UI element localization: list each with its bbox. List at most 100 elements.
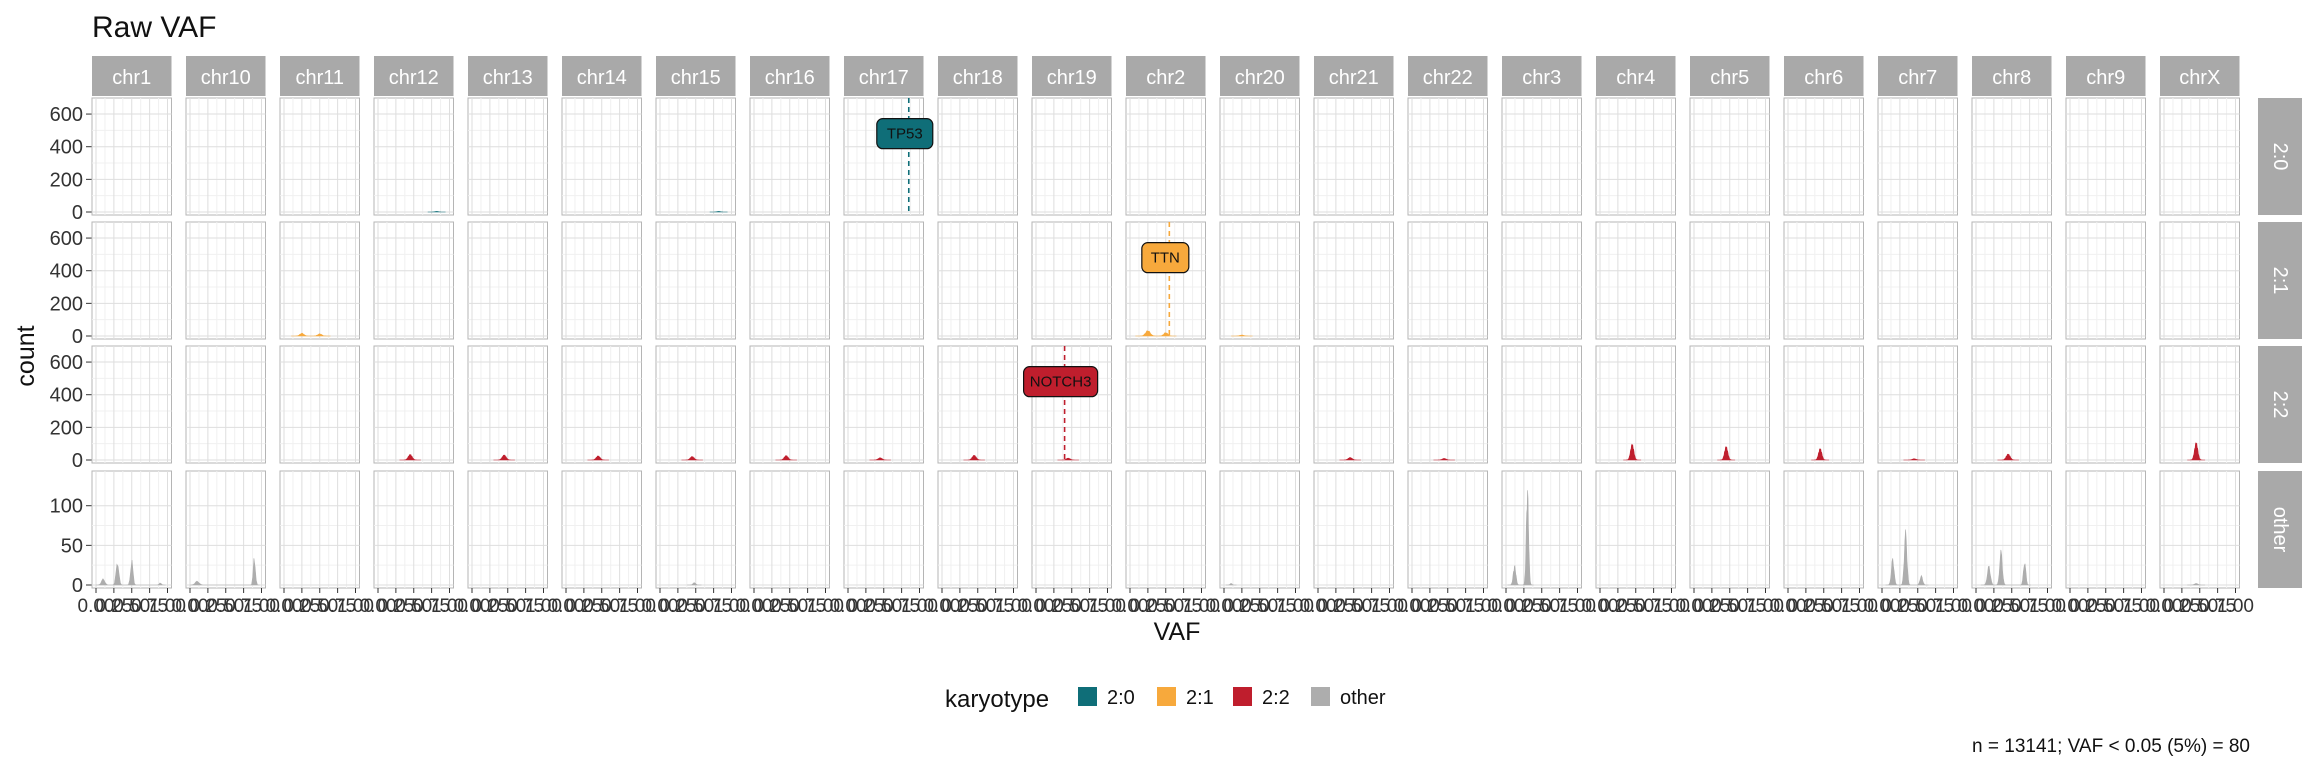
panel-other-chr13 [467,470,548,589]
panel-2:2-chr4 [1595,345,1676,464]
column-strip-label: chr14 [577,67,627,89]
column-strip-label: chr8 [1992,67,2031,89]
y-tick-label: 0 [72,450,83,472]
panel-2:2-chr7 [1877,345,1958,464]
x-tick-label: 0.00 [642,596,679,617]
panel-2:0-chr7 [1877,97,1958,216]
x-tick-label: 1.00 [149,596,186,617]
panel-2:0-chr14 [561,97,642,216]
x-tick-label: 1.00 [995,596,1032,617]
x-tick-label: 0.75 [2105,596,2142,617]
panel-2:2-chr20 [1219,345,1300,464]
y-tick-label: 0 [72,202,83,224]
x-tick-label: 0.50 [301,596,338,617]
y-tick-label: 200 [50,293,83,315]
x-tick-label: 0.00 [1206,596,1243,617]
x-tick-label: 0.25 [1411,596,1448,617]
y-tick-label: 200 [50,169,83,191]
x-tick-label: 0.25 [1505,596,1542,617]
column-strip-chr11 [280,56,360,96]
x-tick-label: 0.00 [2052,596,2089,617]
x-tick-label: 0.00 [548,596,585,617]
x-tick-label: 0.75 [2011,596,2048,617]
x-tick-label: 0.75 [789,596,826,617]
x-tick-label: 0.25 [1599,596,1636,617]
x-tick-label: 1.00 [807,596,844,617]
histogram-2:2-chr6 [1811,448,1830,461]
x-tick-label: 0.00 [736,596,773,617]
x-tick-label: 1.00 [1183,596,1220,617]
x-tick-label: 0.00 [360,596,397,617]
panel-2:1-chr15 [655,221,736,340]
x-tick-label: 0.00 [1488,596,1525,617]
panel-2:2-chr8 [1971,345,2052,464]
panel-2:2-chr5 [1689,345,1770,464]
column-strip-label: chr11 [295,67,344,89]
panel-2:1-chr12 [373,221,454,340]
x-tick-label: 1.00 [619,596,656,617]
x-tick-label: 0.00 [172,596,209,617]
x-tick-label: 0.75 [1165,596,1202,617]
panel-2:2-chr18 [937,345,1018,464]
column-strip-chr21 [1314,56,1394,96]
x-tick-label: 1.00 [525,596,562,617]
column-strip-label: chr18 [953,67,1003,89]
histogram-2:2-chr4 [1623,443,1642,461]
column-strip-label: chr5 [1710,67,1749,89]
panel-2:1-chr20 [1219,221,1300,340]
column-strip-chrX [2160,56,2240,96]
panel-other-chr15 [655,470,736,589]
panel-2:1-chr2 [1125,221,1206,340]
x-tick-label: 0.50 [1617,596,1654,617]
panel-2:1-chr13 [467,221,548,340]
x-tick-label: 0.25 [1975,596,2012,617]
x-tick-label: 0.50 [1241,596,1278,617]
x-tick-label: 0.00 [1582,596,1619,617]
column-strip-chr16 [750,56,830,96]
panel-2:2-chrX [2159,345,2240,464]
panel-2:0-chr6 [1783,97,1864,216]
panel-2:1-chr8 [1971,221,2052,340]
panel-2:2-chr19 [1031,345,1112,464]
panel-2:2-chr10 [185,345,266,464]
x-tick-label: 0.25 [95,596,132,617]
panel-2:2-chr17 [843,345,924,464]
row-strip-label: other [2269,507,2291,553]
y-tick-label: 600 [50,352,83,374]
x-tick-label: 1.00 [2029,596,2066,617]
histogram-2:2-chr13 [493,454,515,461]
x-tick-label: 0.25 [1317,596,1354,617]
panel-other-chr7 [1877,470,1958,589]
panel-other-chr21 [1313,470,1394,589]
panel-2:2-chr21 [1313,345,1394,464]
panel-2:0-chr18 [937,97,1018,216]
x-tick-label: 0.50 [1523,596,1560,617]
column-strip-chr18 [938,56,1018,96]
column-strip-chr7 [1878,56,1958,96]
x-tick-label: 0.25 [1223,596,1260,617]
panel-2:1-chr9 [2065,221,2146,340]
column-strip-label: chr15 [671,67,721,89]
panel-2:2-chr6 [1783,345,1864,464]
x-tick-label: 0.50 [1711,596,1748,617]
chart-caption: n = 13141; VAF < 0.05 (5%) = 80 [1972,736,2250,757]
x-axis-label: VAF [1154,618,1201,646]
panel-2:1-chr5 [1689,221,1770,340]
panel-2:2-chr9 [2065,345,2146,464]
histogram-2:0-chr12 [427,211,446,213]
x-tick-label: 0.50 [1805,596,1842,617]
column-strip-label: chr16 [765,67,815,89]
panel-2:0-chr8 [1971,97,2052,216]
x-tick-label: 0.50 [677,596,714,617]
x-tick-label: 0.00 [78,596,115,617]
panel-2:1-chr1 [91,221,172,340]
x-tick-label: 0.50 [2181,596,2218,617]
x-tick-label: 0.00 [1864,596,1901,617]
x-tick-label: 0.75 [225,596,262,617]
x-tick-label: 0.25 [1693,596,1730,617]
x-tick-label: 0.75 [977,596,1014,617]
x-tick-label: 0.75 [1729,596,1766,617]
column-strip-chr10 [186,56,266,96]
x-tick-label: 0.75 [883,596,920,617]
chart-title: Raw VAF [92,11,216,44]
